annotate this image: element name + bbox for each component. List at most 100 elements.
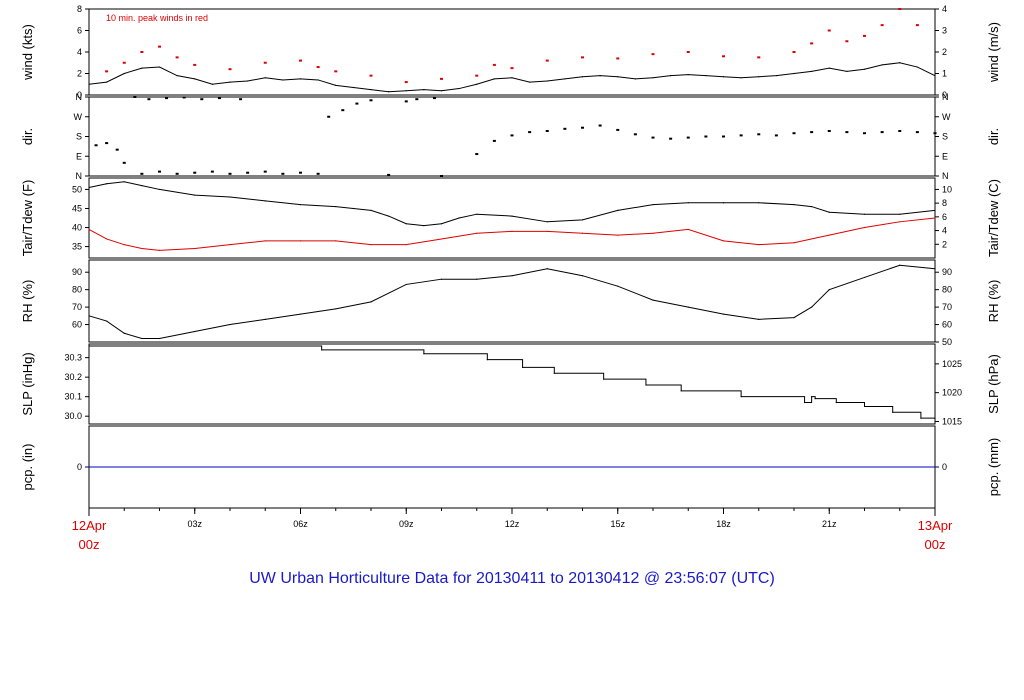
panel-6: 0 0 pcp. (in) pcp. (mm) bbox=[20, 425, 1001, 509]
right-tick-label: N bbox=[942, 171, 949, 181]
data-point bbox=[440, 238, 443, 240]
data-point bbox=[563, 127, 567, 130]
right-tick-label: 60 bbox=[942, 320, 952, 330]
right-axis-label: pcp. (mm) bbox=[986, 438, 1001, 497]
data-point bbox=[239, 98, 243, 101]
data-point bbox=[758, 244, 760, 246]
data-point bbox=[217, 97, 221, 100]
series-line-1 bbox=[89, 345, 935, 419]
data-point bbox=[492, 63, 496, 66]
data-point bbox=[645, 384, 647, 386]
data-point bbox=[229, 323, 231, 326]
data-point bbox=[598, 124, 602, 127]
data-point bbox=[521, 366, 524, 369]
data-point bbox=[774, 134, 778, 137]
data-point bbox=[321, 349, 323, 351]
data-point bbox=[581, 56, 584, 59]
data-point bbox=[299, 204, 302, 206]
data-point bbox=[194, 78, 196, 80]
data-point bbox=[423, 225, 425, 227]
data-point bbox=[934, 209, 936, 211]
data-point bbox=[122, 61, 126, 64]
left-tick-label: 30.3 bbox=[64, 353, 82, 363]
data-point bbox=[934, 75, 936, 77]
data-point bbox=[141, 337, 143, 340]
data-point bbox=[546, 268, 548, 270]
left-tick-label: 30.1 bbox=[64, 392, 82, 402]
data-point bbox=[200, 98, 204, 101]
data-point bbox=[757, 133, 761, 136]
data-point bbox=[686, 51, 690, 53]
data-point bbox=[158, 45, 161, 48]
data-point bbox=[934, 217, 936, 219]
data-point bbox=[546, 230, 548, 232]
left-axis-label: dir. bbox=[20, 128, 35, 145]
data-point bbox=[899, 213, 901, 215]
wind-annotation: 10 min. peak winds in red bbox=[106, 13, 208, 23]
data-point bbox=[740, 396, 742, 398]
data-point bbox=[264, 240, 266, 242]
data-point bbox=[281, 172, 285, 175]
data-point bbox=[863, 213, 866, 215]
x-tick-label: 21z bbox=[822, 519, 837, 529]
data-point bbox=[370, 244, 372, 246]
data-point bbox=[545, 130, 549, 133]
data-point bbox=[229, 244, 231, 246]
x-tick-label: 18z bbox=[716, 519, 731, 529]
right-tick-label: 1025 bbox=[942, 359, 962, 369]
data-point bbox=[264, 318, 266, 320]
data-point bbox=[370, 301, 372, 303]
data-point bbox=[686, 136, 690, 139]
data-point bbox=[934, 268, 936, 270]
data-point bbox=[334, 70, 338, 73]
data-point bbox=[546, 221, 548, 223]
data-point bbox=[603, 378, 605, 380]
data-point bbox=[581, 232, 584, 234]
data-point bbox=[704, 135, 708, 138]
left-tick-label: 60 bbox=[72, 320, 82, 330]
data-point bbox=[405, 223, 407, 225]
data-point bbox=[106, 183, 108, 185]
data-point bbox=[317, 79, 319, 81]
data-point bbox=[476, 278, 478, 280]
data-point bbox=[440, 90, 443, 92]
data-point bbox=[194, 330, 196, 333]
data-point bbox=[175, 56, 179, 59]
panel-frame bbox=[88, 259, 936, 343]
series-line-2 bbox=[88, 217, 936, 251]
right-axis-label: RH (%) bbox=[986, 280, 1001, 323]
data-point bbox=[246, 171, 250, 174]
data-point bbox=[211, 83, 213, 85]
right-tick-label: 70 bbox=[942, 302, 952, 312]
left-tick-label: 35 bbox=[72, 242, 82, 252]
data-point bbox=[722, 55, 725, 58]
panel-5: 30.0 30.1 30.2 30.3 1015 1020 1025 SLP (inHg) SL… bbox=[20, 343, 1001, 426]
data-point bbox=[899, 62, 901, 64]
left-tick-label: 0 bbox=[77, 462, 82, 472]
data-point bbox=[652, 232, 654, 234]
data-point bbox=[88, 186, 90, 189]
data-point bbox=[739, 134, 743, 137]
series-line-1 bbox=[88, 264, 936, 340]
data-point bbox=[934, 466, 936, 468]
x-start-hour: 00z bbox=[79, 537, 100, 552]
data-point bbox=[264, 77, 266, 79]
panel-frame bbox=[88, 343, 936, 425]
data-point bbox=[510, 67, 514, 70]
data-point bbox=[88, 228, 90, 231]
data-point bbox=[669, 137, 673, 140]
data-point bbox=[423, 353, 425, 355]
left-tick-label: 2 bbox=[77, 69, 82, 79]
data-point bbox=[229, 196, 231, 198]
data-point bbox=[432, 97, 436, 100]
data-point bbox=[123, 332, 125, 334]
data-point bbox=[123, 181, 125, 183]
data-point bbox=[115, 148, 119, 151]
data-point bbox=[486, 359, 488, 361]
data-point bbox=[210, 170, 214, 173]
data-point bbox=[553, 372, 555, 374]
right-tick-label: 1015 bbox=[942, 416, 962, 426]
data-point bbox=[863, 226, 866, 229]
panel-3: 35 40 45 50 2 4 6 8 10 Tair/Tdew (F) Tair/Tdew (C) bbox=[20, 177, 1001, 259]
